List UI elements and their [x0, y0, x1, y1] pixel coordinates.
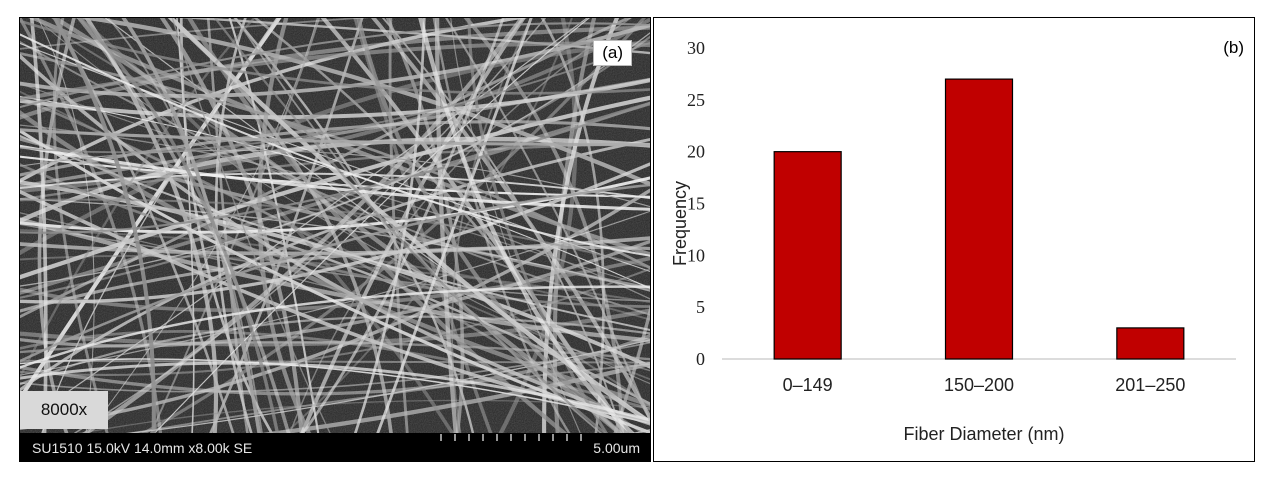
y-tick-label: 20: [687, 142, 705, 162]
y-tick-label: 15: [687, 194, 705, 214]
bar-1: [773, 151, 842, 360]
y-tick-label: 25: [687, 90, 705, 110]
scale-bar-label: 5.00um: [593, 440, 640, 456]
bar-2: [944, 78, 1014, 360]
histogram-panel: 0 5 10 15 20 25 30 0–149 150–200 201–250 Fiber Dia…: [653, 17, 1255, 462]
x-category-label: 0–149: [783, 375, 833, 395]
panel-b-label: (b): [1223, 38, 1244, 57]
fiber-network: [20, 18, 650, 433]
scale-bar-ticks: [440, 434, 582, 441]
magnification-label: 8000x: [20, 391, 108, 429]
bar-3: [1116, 327, 1185, 360]
histogram-chart: 0 5 10 15 20 25 30 0–149 150–200 201–250 Fiber Dia…: [670, 38, 1236, 444]
x-category-label: 201–250: [1115, 375, 1185, 395]
sem-image-panel: (a) 8000x SU1510 15.0kV 14.0mm x8.00k SE…: [19, 17, 651, 462]
sem-info-text: SU1510 15.0kV 14.0mm x8.00k SE: [32, 440, 253, 456]
sem-info-bar: SU1510 15.0kV 14.0mm x8.00k SE 5.00um: [20, 433, 650, 461]
panel-a-label: (a): [593, 40, 632, 66]
sem-micrograph: [20, 18, 650, 433]
y-tick-label: 5: [696, 297, 705, 317]
y-tick-label: 30: [687, 38, 705, 58]
x-axis-title: Fiber Diameter (nm): [903, 424, 1064, 444]
x-category-label: 150–200: [944, 375, 1014, 395]
y-tick-label: 0: [696, 349, 705, 369]
y-axis-title: Frequency: [670, 181, 690, 266]
y-tick-label: 10: [687, 245, 705, 265]
